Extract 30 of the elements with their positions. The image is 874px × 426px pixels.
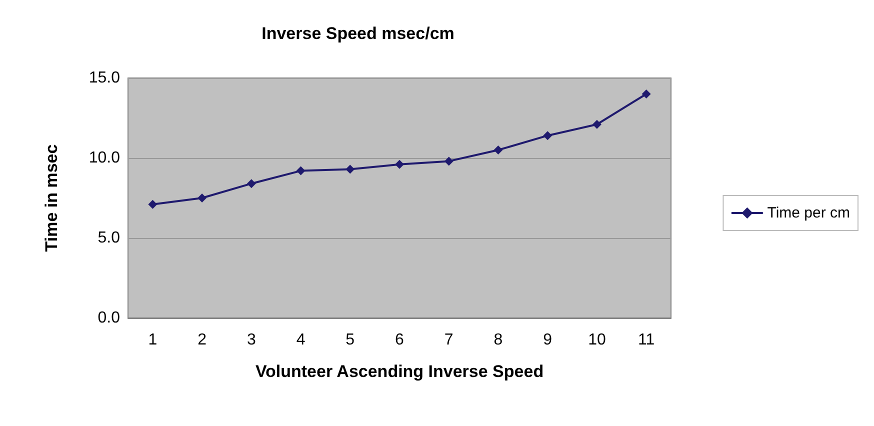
x-tick-label: 5 bbox=[346, 332, 355, 348]
x-tick-label: 6 bbox=[395, 332, 404, 348]
x-tick-label: 4 bbox=[296, 332, 306, 348]
legend-label: Time per cm bbox=[767, 204, 850, 222]
point bbox=[444, 156, 454, 166]
y-tick-label: 5.0 bbox=[98, 230, 120, 246]
x-axis-title: Volunteer Ascending Inverse Speed bbox=[255, 362, 544, 381]
y-tick-label: 15.0 bbox=[88, 70, 120, 86]
y-axis-title: Time in msec bbox=[42, 144, 61, 252]
point bbox=[395, 160, 404, 169]
x-tick-label: 10 bbox=[588, 332, 606, 348]
point bbox=[543, 131, 552, 140]
point bbox=[148, 200, 158, 209]
point bbox=[346, 164, 355, 174]
y-tick-label: 10.0 bbox=[88, 150, 120, 166]
point bbox=[246, 179, 256, 188]
x-tick-label: 7 bbox=[444, 332, 454, 348]
y-tick-label: 0.0 bbox=[98, 310, 120, 326]
x-tick-label: 3 bbox=[246, 332, 256, 348]
x-tick-label: 1 bbox=[148, 332, 158, 348]
point bbox=[642, 90, 651, 98]
chart-title: Inverse Speed msec/cm bbox=[262, 24, 454, 43]
point bbox=[296, 166, 306, 176]
x-tick-label: 8 bbox=[494, 332, 503, 348]
point bbox=[494, 146, 503, 154]
point bbox=[592, 120, 602, 129]
x-tick-label: 11 bbox=[638, 332, 655, 348]
point bbox=[198, 194, 207, 202]
x-tick-label: 2 bbox=[198, 332, 207, 348]
x-tick-label: 9 bbox=[543, 332, 552, 348]
